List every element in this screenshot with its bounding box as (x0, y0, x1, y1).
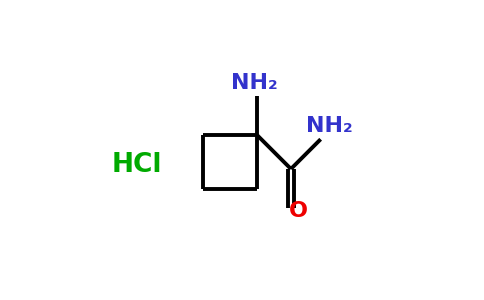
Text: NH₂: NH₂ (230, 73, 277, 93)
Text: NH₂: NH₂ (306, 116, 353, 136)
Text: HCl: HCl (112, 152, 162, 178)
Text: O: O (289, 201, 308, 221)
